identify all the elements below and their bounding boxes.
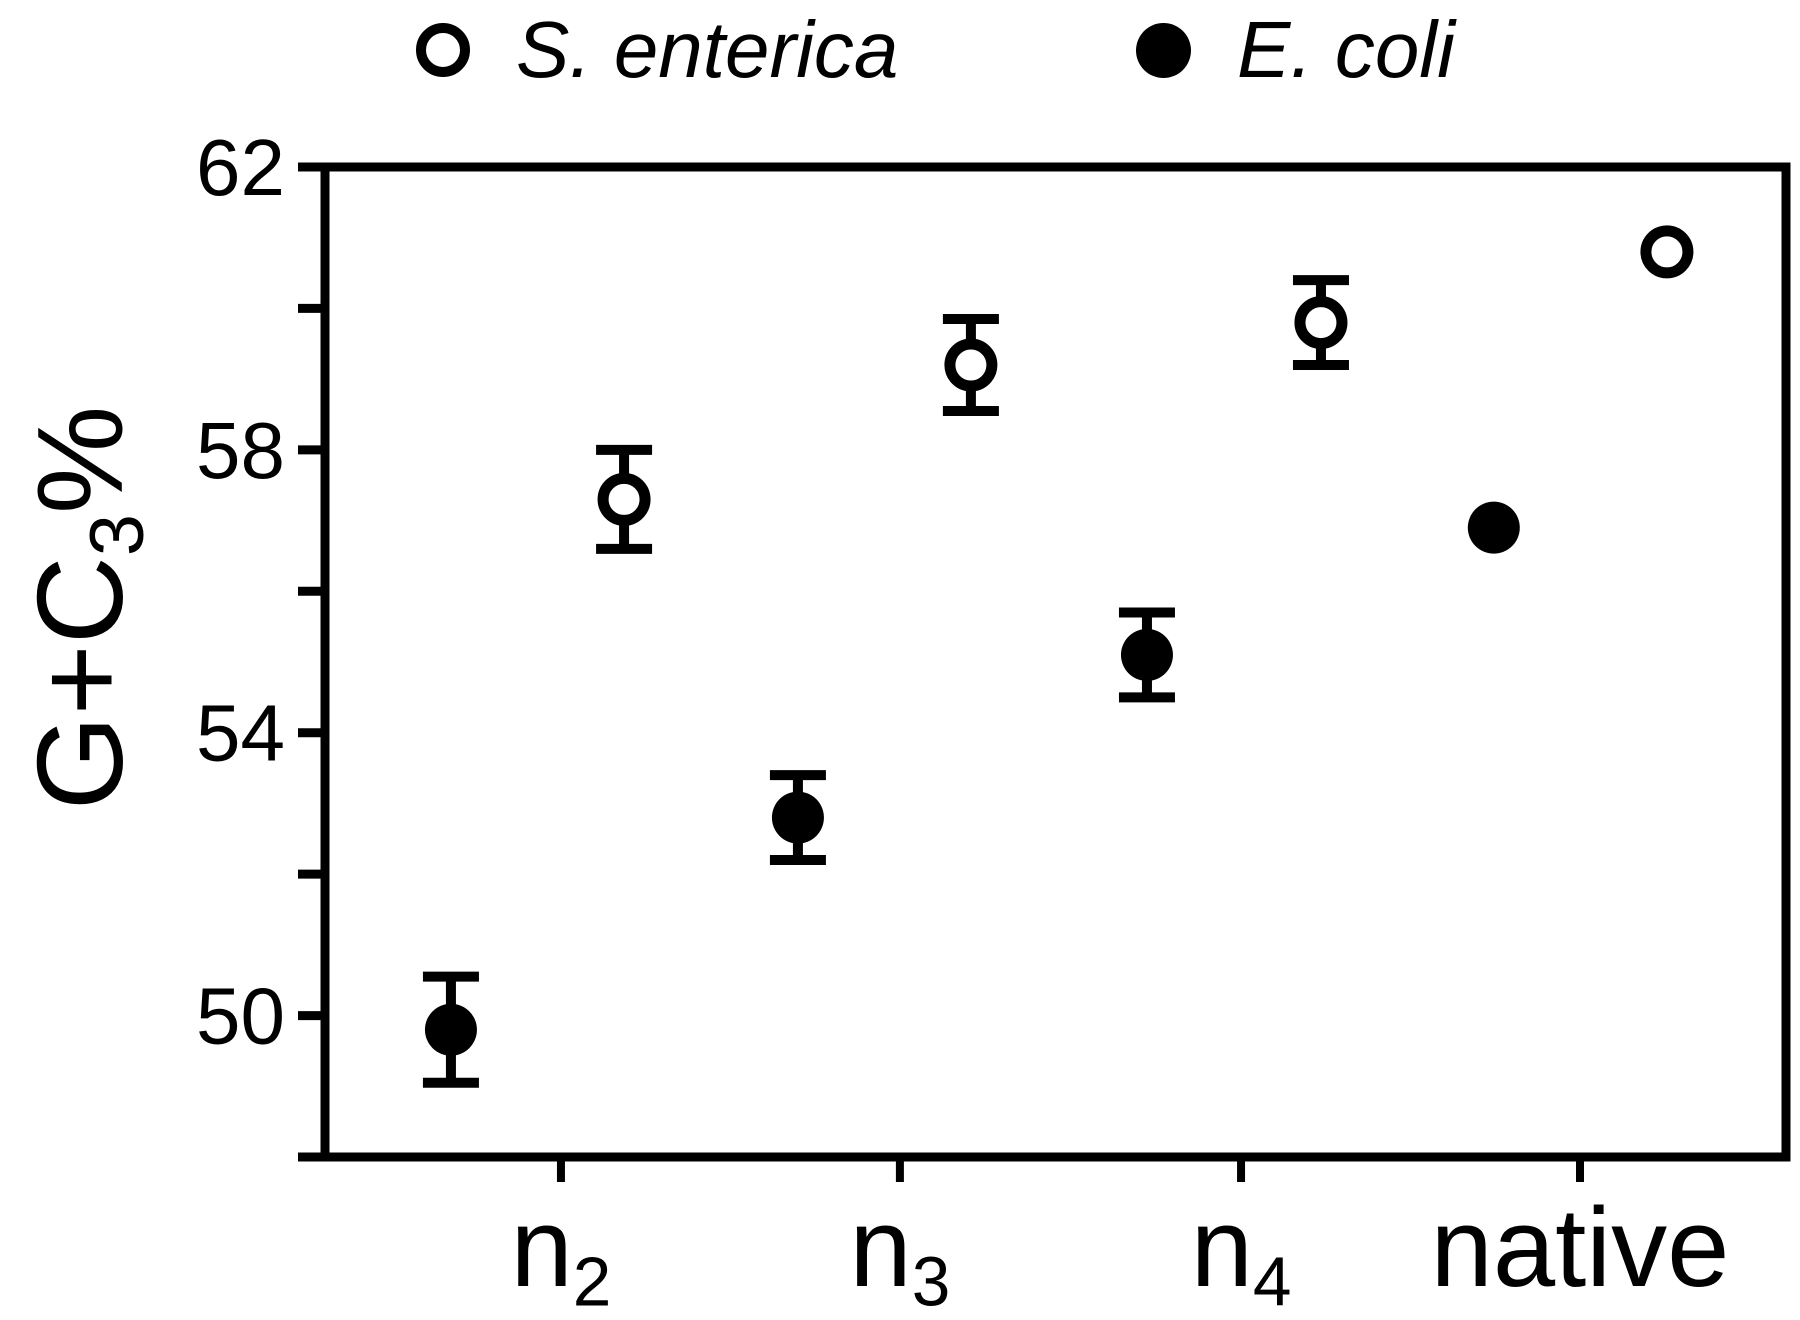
x-axis-label-n3: n3	[849, 1192, 950, 1317]
data-point-e-coli-native	[1467, 501, 1520, 554]
data-point-s-enterica-n3	[944, 338, 998, 392]
y-tick-label-50: 50	[196, 972, 285, 1061]
y-tick-label-54: 54	[196, 689, 285, 778]
open-circle-icon	[416, 23, 470, 77]
filled-circle-icon	[1136, 22, 1191, 78]
x-axis-label-base: native	[1430, 1185, 1730, 1310]
y-tick-label-58: 58	[196, 406, 285, 495]
data-point-e-coli-n2	[424, 1003, 477, 1056]
y-tick-label-62: 62	[196, 123, 285, 212]
x-axis-label-native: native	[1431, 1192, 1730, 1304]
x-axis-label-n2: n2	[510, 1192, 611, 1317]
x-axis-label-subscript: 3	[911, 1242, 951, 1320]
legend-label-s-enterica: S. enterica	[516, 5, 899, 94]
x-axis-label-base: n	[1190, 1185, 1253, 1310]
legend-item-s-enterica: S. enterica	[416, 6, 898, 94]
legend-label-e-coli: E. coli	[1237, 5, 1455, 94]
data-point-s-enterica-native	[1640, 225, 1694, 279]
x-axis-label-subscript: 4	[1252, 1242, 1292, 1320]
data-point-s-enterica-n4	[1294, 296, 1348, 350]
x-axis-label-base: n	[849, 1185, 912, 1310]
data-point-e-coli-n4	[1120, 628, 1173, 681]
x-axis-label-subscript: 2	[572, 1242, 612, 1320]
x-axis-label-base: n	[510, 1185, 573, 1310]
legend-item-e-coli: E. coli	[1136, 6, 1455, 94]
plot-frame	[320, 162, 1791, 1162]
data-point-e-coli-n3	[771, 791, 824, 844]
x-axis-label-n4: n4	[1191, 1192, 1292, 1317]
data-point-s-enterica-n2	[597, 472, 651, 526]
